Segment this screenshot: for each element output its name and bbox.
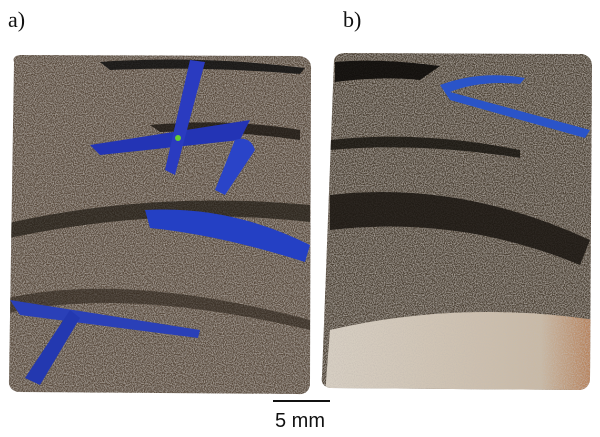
scale-bar-label: 5 mm <box>275 410 325 432</box>
rock-sample-b <box>321 53 592 390</box>
panel-label: b) <box>343 7 361 32</box>
rock-sample-a <box>8 55 312 395</box>
panel-label: a) <box>8 7 25 32</box>
